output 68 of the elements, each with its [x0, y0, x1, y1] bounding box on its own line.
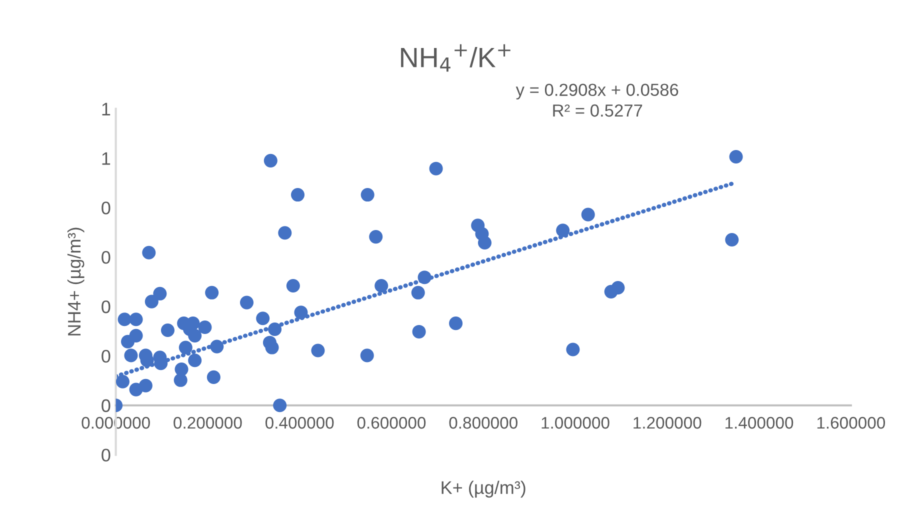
point — [116, 374, 130, 388]
point — [360, 188, 374, 202]
point — [294, 306, 308, 320]
y-tick-label: 0 — [102, 350, 110, 363]
x-tick-label: 1.000000 — [542, 416, 610, 429]
point — [118, 312, 132, 326]
x-tick-label: 1.600000 — [817, 416, 886, 429]
chart-title: NH$_{4}$$^{+}$/K$^{+}$ — [401, 44, 510, 72]
point — [178, 340, 192, 354]
x-tick-label: 0.200000 — [174, 416, 242, 429]
x-tick-label: 1.400000 — [726, 416, 794, 429]
y-tick-label: 0 — [102, 300, 110, 314]
point — [369, 230, 383, 244]
point — [198, 320, 212, 334]
point — [124, 348, 138, 362]
point — [411, 286, 425, 300]
point — [278, 226, 292, 240]
point — [374, 278, 388, 293]
point — [129, 312, 143, 326]
point — [205, 286, 219, 300]
point — [153, 286, 167, 300]
point — [478, 236, 492, 250]
point — [286, 278, 300, 293]
point — [138, 378, 152, 392]
point — [186, 316, 200, 330]
point — [418, 270, 432, 284]
point — [360, 348, 374, 362]
y-tick-label: 0 — [102, 202, 110, 214]
x-tick-label: 1.200000 — [634, 416, 702, 429]
y-tick-label: 0 — [102, 251, 110, 264]
point — [174, 373, 188, 387]
y-tick-label: 0 — [102, 448, 110, 462]
point — [729, 150, 743, 164]
point — [188, 328, 202, 342]
point — [581, 208, 595, 222]
x-tick-label: 0.400000 — [265, 416, 334, 429]
point — [206, 370, 220, 384]
point — [129, 328, 143, 342]
point — [566, 342, 580, 356]
point — [144, 294, 158, 308]
annotation: R² = 0.5277 — [553, 104, 642, 117]
x-tick-label: 0.600000 — [357, 416, 426, 429]
point — [556, 224, 570, 238]
point — [290, 188, 305, 202]
x-tick-label: 0.800000 — [449, 416, 518, 429]
point — [142, 246, 156, 260]
x-tick-label: 0.000000 — [82, 416, 150, 429]
point — [449, 316, 463, 330]
point — [188, 354, 202, 368]
point — [725, 233, 739, 247]
point — [412, 324, 426, 338]
point — [160, 323, 175, 338]
x-axis-title: K+ (µg/m³) — [442, 480, 526, 498]
text: y = 0.2908x + 0.0586 — [516, 84, 678, 100]
point — [611, 280, 625, 294]
point — [256, 312, 270, 326]
point — [240, 296, 254, 310]
point — [268, 322, 282, 336]
y-tick-label: 0 — [102, 399, 110, 412]
point — [264, 154, 278, 168]
y-tick-label: 1 — [102, 102, 110, 116]
point — [210, 340, 224, 354]
point — [273, 398, 287, 412]
point — [429, 162, 443, 176]
y-axis-title: NH4+ (µg/m³) — [67, 228, 84, 336]
y-tick-label: 1 — [102, 152, 110, 165]
point — [265, 340, 279, 354]
point — [311, 344, 325, 358]
